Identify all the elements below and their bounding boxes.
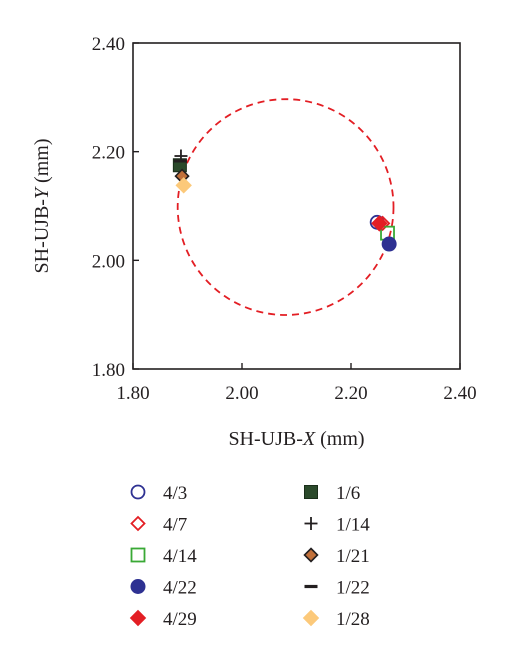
legend-label: 1/21 [336,546,370,567]
legend-label: 4/3 [163,483,187,504]
x-tick-label: 2.20 [334,383,367,404]
legend-item: 4/3 [130,483,187,504]
data-point-1-28 [175,177,192,194]
legend-item: 1/14 [304,515,370,536]
legend-marker [129,609,147,627]
legend-item: 4/22 [130,578,197,599]
legend-marker [304,485,318,499]
legend-marker [302,609,320,627]
data-point-4-29 [371,215,388,232]
x-axis-title: SH-UJB-X (mm) [228,428,364,450]
legend-marker [303,547,319,563]
y-axis-title: SH-UJB-Y (mm) [31,138,53,273]
legend-label: 1/22 [336,578,370,599]
legend-label: 4/29 [163,609,197,630]
legend-marker [130,515,146,532]
fitted-circle [176,98,395,316]
legend-marker [304,517,318,530]
legend-label: 4/7 [163,515,187,536]
legend-marker [130,547,146,563]
x-tick-label: 2.40 [443,383,476,404]
x-tick-label: 1.80 [116,383,149,404]
legend-item: 1/22 [304,578,370,599]
legend-item: 1/6 [304,483,360,504]
legend-marker [130,484,146,500]
legend: 4/3 4/7 4/14 4/22 4/29 1/6 1/14 1/21 1/22 1/28 [129,483,370,630]
legend-label: 1/14 [336,515,370,536]
y-tick-label: 2.20 [92,143,125,164]
legend-label: 1/6 [336,483,360,504]
plot-area: 1.80 2.00 2.20 2.40 1.80 2.00 2.20 2.40 [92,34,477,404]
legend-item: 1/28 [302,609,370,630]
legend-label: 4/22 [163,578,197,599]
data-point-4-22 [381,236,397,252]
y-tick-label: 2.40 [92,34,125,55]
legend-item: 1/21 [303,546,370,567]
legend-item: 4/14 [130,546,197,567]
legend-item: 4/29 [129,609,197,630]
legend-label: 4/14 [163,546,197,567]
y-tick-label: 2.00 [92,251,125,272]
legend-marker [130,579,146,594]
plot-frame [132,42,461,370]
legend-label: 1/28 [336,609,370,630]
legend-item: 4/7 [130,515,187,536]
x-tick-label: 2.00 [225,383,258,404]
data-points [172,149,397,252]
y-tick-label: 1.80 [92,360,125,381]
y-axis-ticks: 1.80 2.00 2.20 2.40 [92,34,139,381]
